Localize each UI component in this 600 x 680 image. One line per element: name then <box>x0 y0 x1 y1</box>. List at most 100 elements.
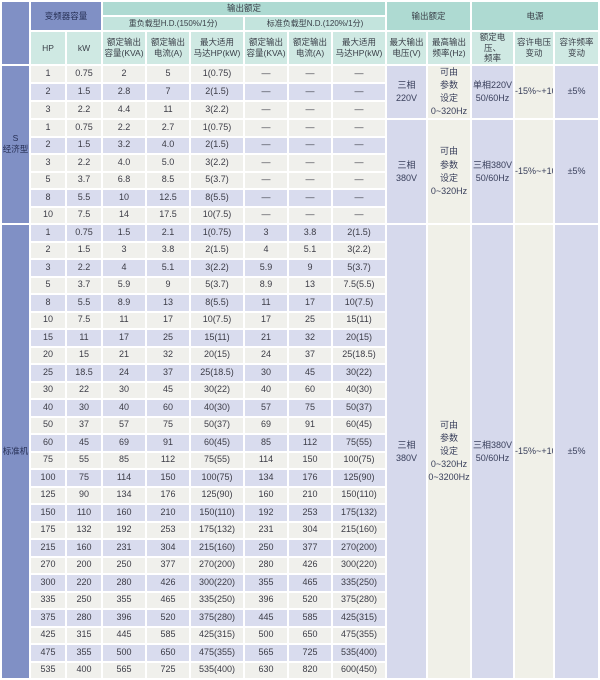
table-row: 215 160 231 304 215(160) 250 377 270(200) <box>2 540 598 556</box>
table-cell: 24 <box>103 365 146 381</box>
table-cell: 5.1 <box>289 242 332 259</box>
table-cell: 8.5 <box>147 172 190 189</box>
table-cell: 30(22) <box>191 382 244 399</box>
table-cell: 91 <box>289 417 332 434</box>
table-cell: 176 <box>289 470 332 486</box>
table-cell: — <box>245 65 288 82</box>
table-cell: 40(30) <box>191 400 244 416</box>
table-cell: 425(315) <box>333 610 386 626</box>
table-cell: 17 <box>289 295 332 311</box>
rated-voltage-frequency-cell: 三相380V 50/60Hz <box>472 225 514 679</box>
table-cell: — <box>333 207 386 224</box>
table-cell: 400 <box>67 662 102 679</box>
table-cell: 2 <box>31 137 65 154</box>
table-cell: 220 <box>67 575 102 591</box>
table-cell: 125 <box>31 487 65 504</box>
table-cell: 17 <box>245 312 288 329</box>
max-output-voltage-cell: 三相 220V <box>387 65 427 119</box>
table-row: 150 110 160 210 150(110) 192 253 175(132) <box>2 505 598 521</box>
table-cell: 1.5 <box>103 225 146 241</box>
table-cell: 8 <box>31 295 65 311</box>
table-cell: 1.5 <box>67 83 102 100</box>
table-cell: 7.5(5.5) <box>333 277 386 294</box>
table-cell: 1 <box>31 225 65 241</box>
table-row: 300 220 280 426 300(220) 355 465 335(250) <box>2 575 598 591</box>
table-cell: 160 <box>245 487 288 504</box>
table-cell: 20(15) <box>191 347 244 364</box>
table-cell: 5.5 <box>67 190 102 206</box>
table-cell: 160 <box>103 505 146 521</box>
table-cell: 355 <box>245 575 288 591</box>
table-cell: 5 <box>31 277 65 294</box>
table-cell: 1 <box>31 120 65 136</box>
table-cell: 565 <box>103 662 146 679</box>
table-cell: 125(90) <box>191 487 244 504</box>
table-cell: 100(75) <box>333 452 386 469</box>
header-row-columns: HP kW 额定输出 容量(KVA) 额定输出 电流(A) 最大适用 马达HP(… <box>2 32 599 64</box>
table-cell: 57 <box>103 417 146 434</box>
table-cell: 2.2 <box>67 102 102 119</box>
table-cell: 192 <box>103 522 146 539</box>
table-cell: 377 <box>147 557 190 574</box>
table-cell: 85 <box>245 435 288 451</box>
table-cell: 500 <box>103 645 146 661</box>
table-row: 10 7.5 14 17.5 10(7.5) — — — <box>2 207 598 224</box>
table-cell: 8.9 <box>245 277 288 294</box>
table-row: 475 355 500 650 475(355) 565 725 535(400) <box>2 645 598 661</box>
table-cell: 24 <box>245 347 288 364</box>
table-cell: 4.0 <box>147 137 190 154</box>
table-cell: 60(45) <box>191 435 244 451</box>
table-cell: 500 <box>245 627 288 644</box>
table-row: 3 2.2 4.4 11 3(2.2) — — — <box>2 102 598 119</box>
table-cell: 60(45) <box>333 417 386 434</box>
max-output-voltage-cell: 三相 380V <box>387 120 427 224</box>
table-cell: 75(55) <box>333 435 386 451</box>
table-cell: 3.2 <box>103 137 146 154</box>
table-cell: 520 <box>147 610 190 626</box>
table-cell: 25(18.5) <box>333 347 386 364</box>
table-row: 20 15 21 32 20(15) 24 37 25(18.5) <box>2 347 598 364</box>
table-cell: 5(3.7) <box>333 260 386 276</box>
table-row: 335 250 355 465 335(250) 396 520 375(280) <box>2 592 598 609</box>
table-cell: 15 <box>67 347 102 364</box>
table-cell: 820 <box>289 662 332 679</box>
table-cell: — <box>289 65 332 82</box>
table-row: S 经济型 1 0.75 2 5 1(0.75) — — — 三相 220V 可由 参数 设定 0~… <box>2 65 599 224</box>
table-cell: 650 <box>147 645 190 661</box>
max-output-frequency-cell: 可由 参数 设定 0~320Hz <box>428 120 471 224</box>
table-cell: 426 <box>147 575 190 591</box>
table-cell: 75(55) <box>191 452 244 469</box>
table-cell: 585 <box>289 610 332 626</box>
table-cell: 150 <box>289 452 332 469</box>
table-cell: 253 <box>147 522 190 539</box>
table-cell: 10 <box>31 312 65 329</box>
table-cell: 375 <box>31 610 65 626</box>
table-cell: — <box>245 172 288 189</box>
table-cell: 12.5 <box>147 190 190 206</box>
table-cell: 335 <box>31 592 65 609</box>
table-cell: 2.2 <box>103 120 146 136</box>
table-row: 8 5.5 10 12.5 8(5.5) — — — <box>2 190 598 206</box>
table-cell: 2.7 <box>147 120 190 136</box>
table-cell: 210 <box>147 505 190 521</box>
header-frequency-tolerance: 容许频率 变动 <box>555 32 599 64</box>
table-cell: 114 <box>245 452 288 469</box>
table-cell: 100(75) <box>191 470 244 486</box>
table-cell: 1 <box>31 65 65 82</box>
header-rated-current-nd: 额定输出 电流(A) <box>289 32 332 64</box>
table-cell: 91 <box>147 435 190 451</box>
table-cell: 125(90) <box>333 470 386 486</box>
table-cell: 100 <box>31 470 65 486</box>
header-hp: HP <box>31 32 65 64</box>
table-cell: 17 <box>103 330 146 346</box>
table-cell: 270(200) <box>333 540 386 556</box>
table-cell: 15 <box>31 330 65 346</box>
table-cell: 5.5 <box>67 295 102 311</box>
table-cell: — <box>245 207 288 224</box>
table-cell: 3.7 <box>67 277 102 294</box>
table-cell: 280 <box>67 610 102 626</box>
table-cell: 112 <box>289 435 332 451</box>
table-cell: 535 <box>31 662 65 679</box>
table-cell: 5 <box>147 65 190 82</box>
